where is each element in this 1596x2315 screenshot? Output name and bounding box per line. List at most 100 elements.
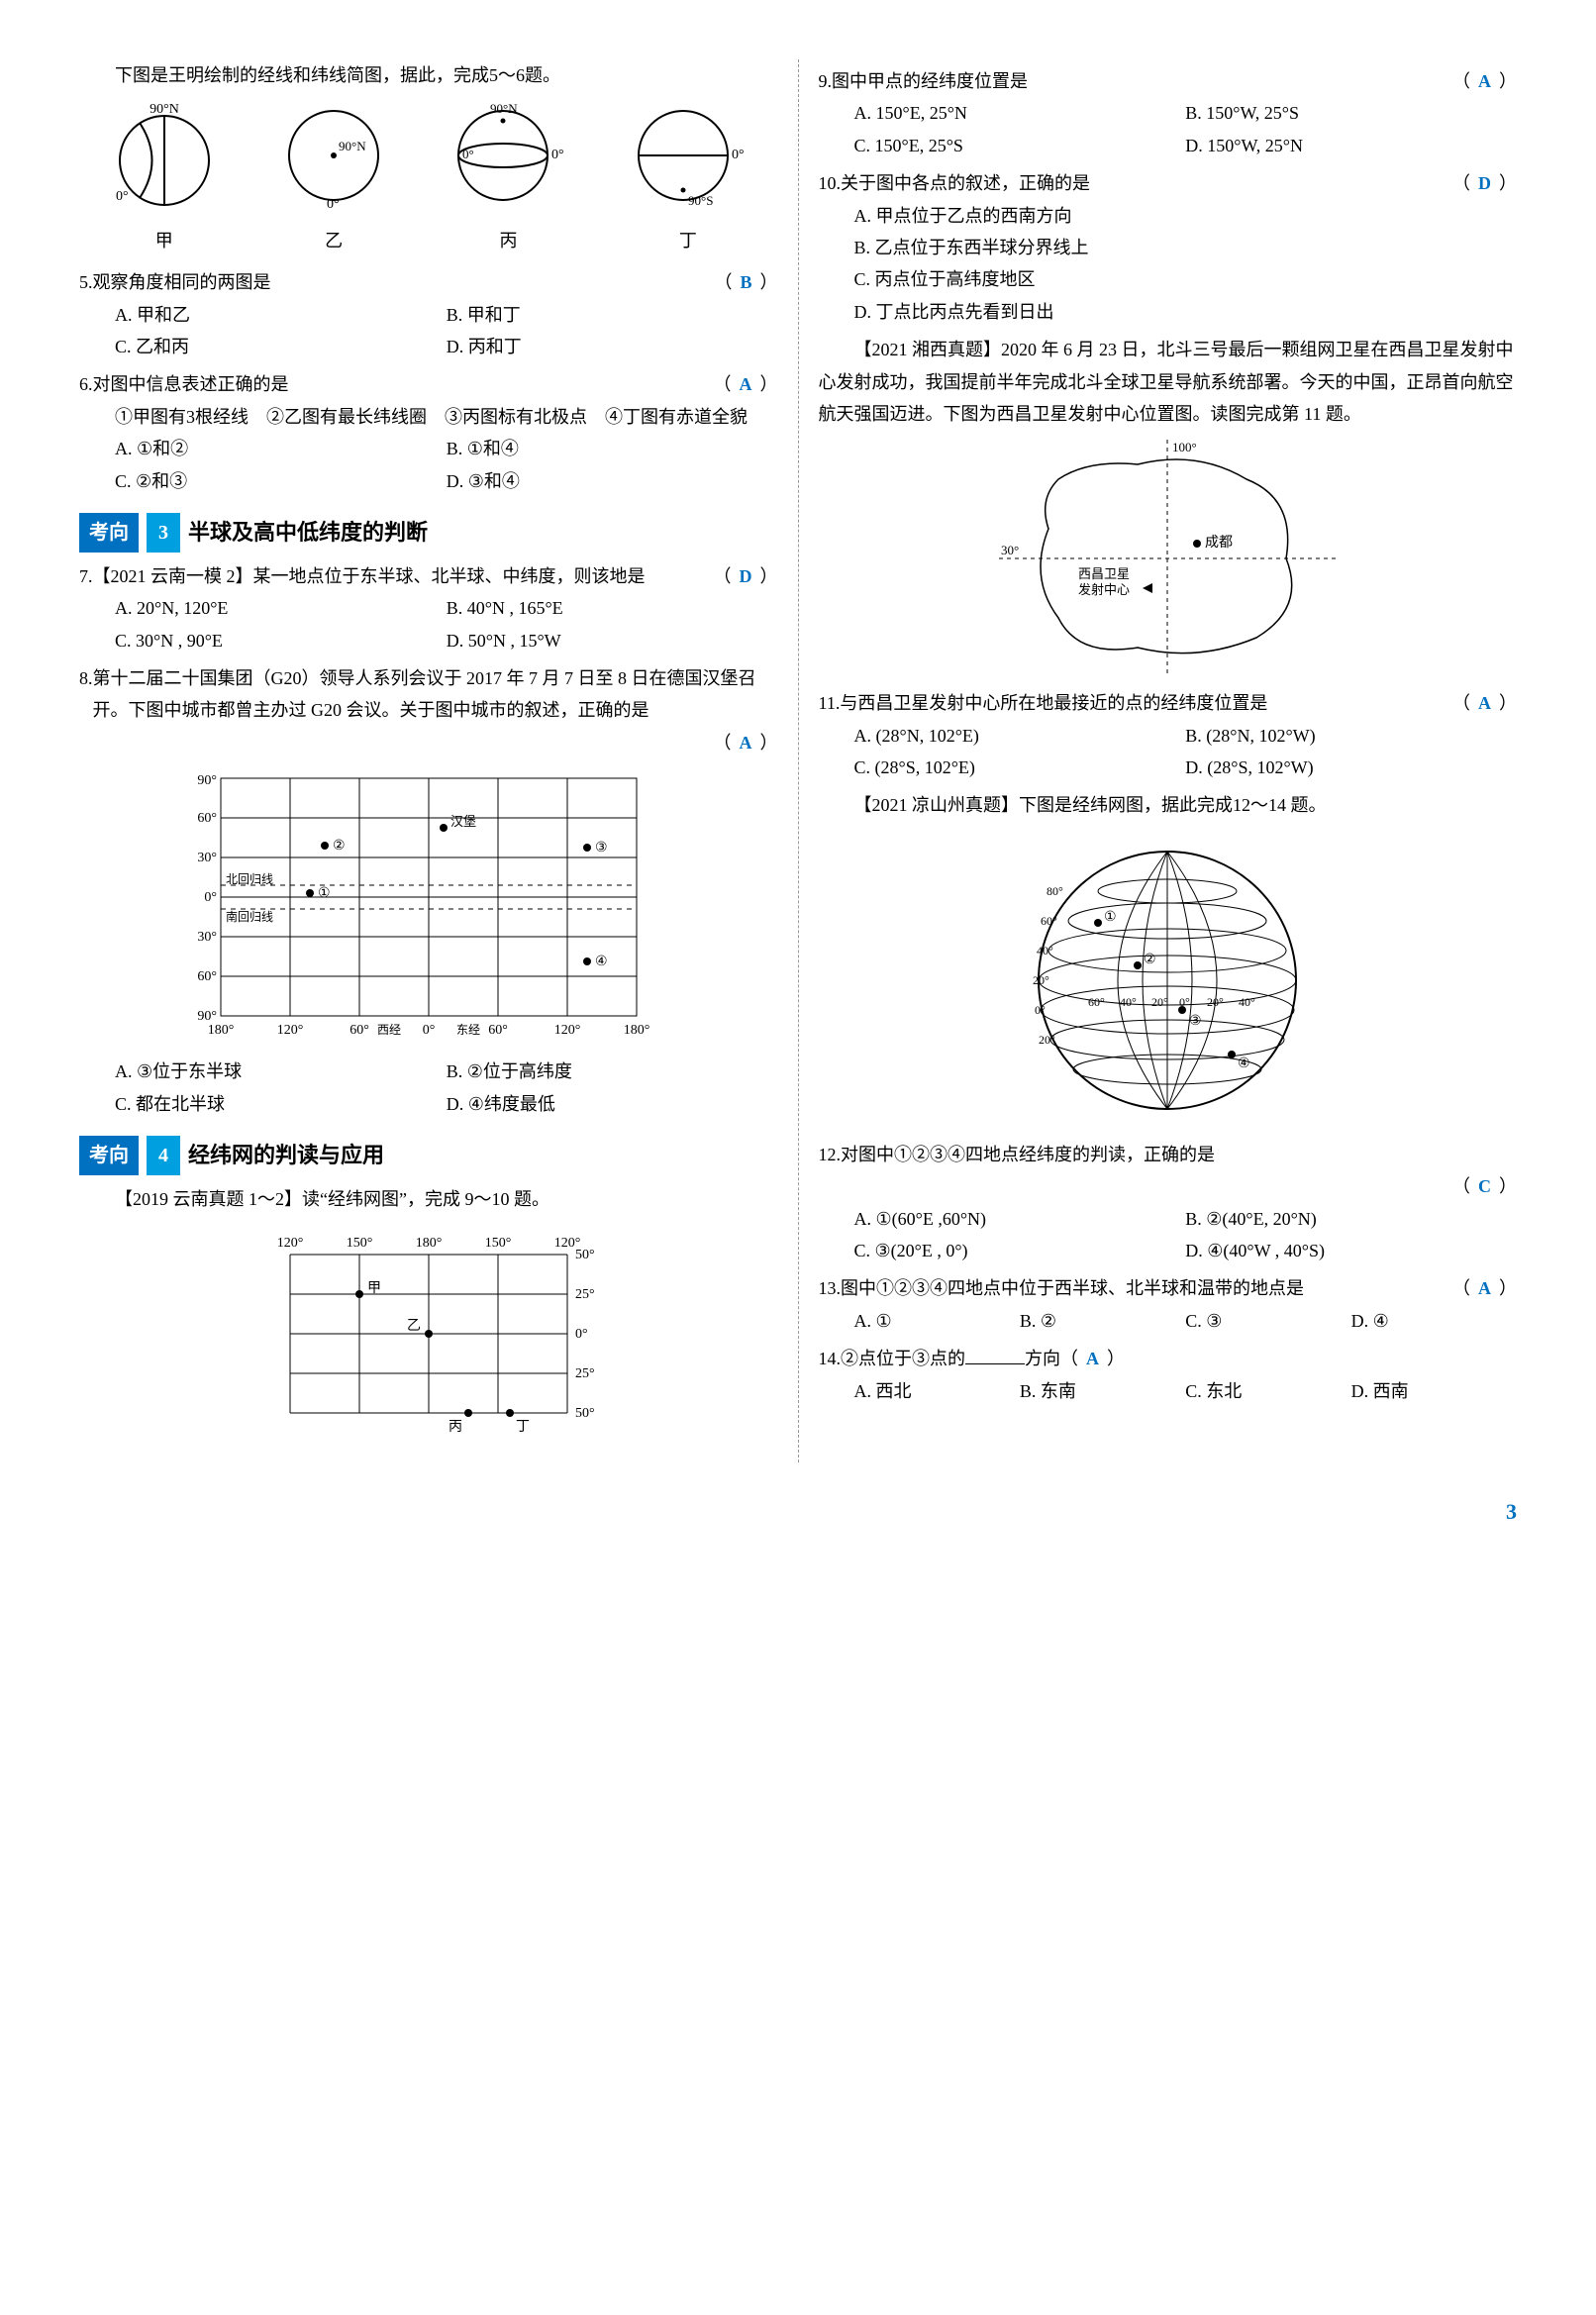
question-14: 14. ②点位于③点的 方向 （A） A. 西北 B. 东南 C. 东北 D. … [819, 1343, 1518, 1407]
q14-options: A. 西北 B. 东南 C. 东北 D. 西南 [819, 1375, 1518, 1407]
svg-text:20°: 20° [1033, 973, 1049, 987]
q10-answer-slot: （D） [1452, 167, 1517, 199]
q7-opt-a: A. 20°N, 120°E [115, 592, 447, 624]
q8-options: A. ③位于东半球 B. ②位于高纬度 C. 都在北半球 D. ④纬度最低 [79, 1056, 778, 1120]
question-7: 7. 【2021 云南一模 2】 某一地点位于东半球、北半球、中纬度，则该地是 … [79, 560, 778, 656]
q11-num: 11. [819, 687, 841, 719]
q9-opt-d: D. 150°W, 25°N [1185, 130, 1517, 161]
svg-text:90°N: 90°N [150, 102, 179, 117]
left-column: 下图是王明绘制的经线和纬线简图，据此，完成5～6题。 90°N 0° 甲 90°… [79, 59, 778, 1462]
svg-text:甲: 甲 [367, 1281, 381, 1296]
q5-opt-b: B. 甲和丁 [447, 299, 778, 331]
svg-text:60°: 60° [197, 811, 217, 826]
svg-text:20°: 20° [1151, 995, 1168, 1009]
svg-text:40°: 40° [1120, 995, 1137, 1009]
q7-tag: 【2021 云南一模 2】 [93, 560, 253, 592]
question-9: 9. 图中甲点的经纬度位置是 （A） A. 150°E, 25°N B. 150… [819, 65, 1518, 161]
svg-text:东经: 东经 [456, 1023, 480, 1037]
svg-text:120°: 120° [276, 1236, 303, 1251]
svg-text:120°: 120° [553, 1023, 580, 1038]
q8-grid-figure: 北回归线 南回归线 ① ② ③ ④ 汉堡 90° 60° 30° 0° [79, 768, 778, 1046]
svg-text:①: ① [1104, 910, 1117, 925]
q6-opt-c: C. ②和③ [115, 465, 447, 497]
q10-options: A. 甲点位于乙点的西南方向 B. 乙点位于东西半球分界线上 C. 丙点位于高纬… [819, 200, 1518, 329]
q5-num: 5. [79, 266, 93, 298]
q7-num: 7. [79, 560, 93, 592]
q12-answer: C [1478, 1176, 1491, 1196]
q12-opt-c: C. ③(20°E , 0°) [854, 1235, 1186, 1266]
svg-text:④: ④ [1238, 1057, 1250, 1071]
svg-text:60°: 60° [349, 1023, 369, 1038]
q8-opt-b: B. ②位于高纬度 [447, 1056, 778, 1087]
q12-num: 12. [819, 1139, 842, 1170]
page-number: 3 [79, 1492, 1517, 1532]
q14-opt-d: D. 西南 [1351, 1375, 1517, 1407]
globes-figure: 90°N 0° 甲 90°N 0° 乙 90°N [79, 101, 778, 256]
svg-text:150°: 150° [346, 1236, 372, 1251]
kaoxiang-4-title: 经纬网的判读与应用 [188, 1136, 384, 1175]
svg-text:90°: 90° [197, 1009, 217, 1024]
kaoxiang-label: 考向 [79, 513, 139, 553]
kaoxiang-4-num: 4 [147, 1136, 180, 1175]
q5-answer-slot: （B） [714, 266, 777, 298]
svg-text:80°: 80° [1047, 884, 1063, 898]
q12-opt-d: D. ④(40°W , 40°S) [1185, 1235, 1517, 1266]
q7-opt-c: C. 30°N , 90°E [115, 625, 447, 656]
q5-options: A. 甲和乙 B. 甲和丁 C. 乙和丙 D. 丙和丁 [79, 299, 778, 363]
question-8: 8. 第十二届二十国集团（G20）领导人系列会议于 2017 年 7 月 7 日… [79, 662, 778, 758]
svg-text:90°S: 90°S [688, 193, 713, 208]
globe-yi: 90°N 0° 乙 [279, 101, 388, 256]
q10-text: 关于图中各点的叙述，正确的是 [841, 167, 1452, 199]
q10-opt-a: A. 甲点位于乙点的西南方向 [854, 200, 1518, 232]
globe-label-bing: 丙 [449, 225, 567, 256]
q8-num: 8. [79, 662, 93, 694]
globe-bing: 90°N 0° 0° 丙 [449, 101, 567, 256]
q12-opt-b: B. ②(40°E, 20°N) [1185, 1203, 1517, 1235]
svg-text:20°: 20° [1207, 995, 1224, 1009]
q9-opt-a: A. 150°E, 25°N [854, 97, 1186, 129]
svg-text:60°: 60° [488, 1023, 508, 1038]
passage-11: 【2021 湘西真题】2020 年 6 月 23 日，北斗三号最后一颗组网卫星在… [819, 334, 1518, 430]
svg-text:50°: 50° [575, 1406, 595, 1421]
q11-opt-d: D. (28°S, 102°W) [1185, 752, 1517, 783]
q11-answer: A [1478, 693, 1491, 713]
svg-text:成都: 成都 [1205, 535, 1233, 551]
svg-text:0°: 0° [732, 148, 745, 162]
q8-opt-c: C. 都在北半球 [115, 1088, 447, 1120]
q12-opt-a: A. ①(60°E ,60°N) [854, 1203, 1186, 1235]
question-5: 5. 观察角度相同的两图是 （B） A. 甲和乙 B. 甲和丁 C. 乙和丙 D… [79, 266, 778, 362]
column-divider [798, 59, 799, 1462]
svg-text:25°: 25° [575, 1366, 595, 1381]
globe-ding: 0° 90°S 丁 [629, 101, 748, 256]
q14-answer-slot: （A） [1060, 1343, 1125, 1374]
question-10: 10. 关于图中各点的叙述，正确的是 （D） A. 甲点位于乙点的西南方向 B.… [819, 167, 1518, 328]
svg-text:30°: 30° [197, 930, 217, 945]
intro-5-6: 下图是王明绘制的经线和纬线简图，据此，完成5～6题。 [79, 59, 778, 91]
q11-options: A. (28°N, 102°E) B. (28°N, 102°W) C. (28… [819, 720, 1518, 784]
svg-text:南回归线: 南回归线 [226, 909, 273, 924]
q6-opt-a: A. ①和② [115, 433, 447, 464]
svg-text:0°: 0° [575, 1327, 588, 1342]
q9-opt-b: B. 150°W, 25°S [1185, 97, 1517, 129]
svg-text:90°N: 90°N [339, 139, 366, 153]
q5-opt-c: C. 乙和丙 [115, 331, 447, 362]
question-12: 12. 对图中①②③④四地点经纬度的判读，正确的是 （C） A. ①(60°E … [819, 1139, 1518, 1267]
q11-opt-a: A. (28°N, 102°E) [854, 720, 1186, 752]
svg-text:180°: 180° [623, 1023, 649, 1038]
q7-answer: D [740, 566, 752, 586]
q14-text-a: ②点位于③点的 [841, 1343, 965, 1374]
q8-opt-d: D. ④纬度最低 [447, 1088, 778, 1120]
q13-opt-c: C. ③ [1185, 1305, 1350, 1337]
q7-options: A. 20°N, 120°E B. 40°N , 165°E C. 30°N ,… [79, 592, 778, 656]
q8-answer: A [740, 733, 752, 753]
q10-num: 10. [819, 167, 842, 199]
question-13: 13. 图中①②③④四地点中位于西半球、北半球和温带的地点是 （A） A. ① … [819, 1272, 1518, 1337]
question-11: 11. 与西昌卫星发射中心所在地最接近的点的经纬度位置是 （A） A. (28°… [819, 687, 1518, 783]
svg-text:120°: 120° [276, 1023, 303, 1038]
question-6: 6. 对图中信息表述正确的是 （A） ①甲图有3根经线 ②乙图有最长纬线圈 ③丙… [79, 368, 778, 497]
q14-answer: A [1086, 1349, 1099, 1368]
q13-opt-b: B. ② [1020, 1305, 1185, 1337]
svg-text:0°: 0° [1035, 1003, 1046, 1017]
kaoxiang-label-4: 考向 [79, 1136, 139, 1175]
svg-text:60°: 60° [197, 969, 217, 984]
